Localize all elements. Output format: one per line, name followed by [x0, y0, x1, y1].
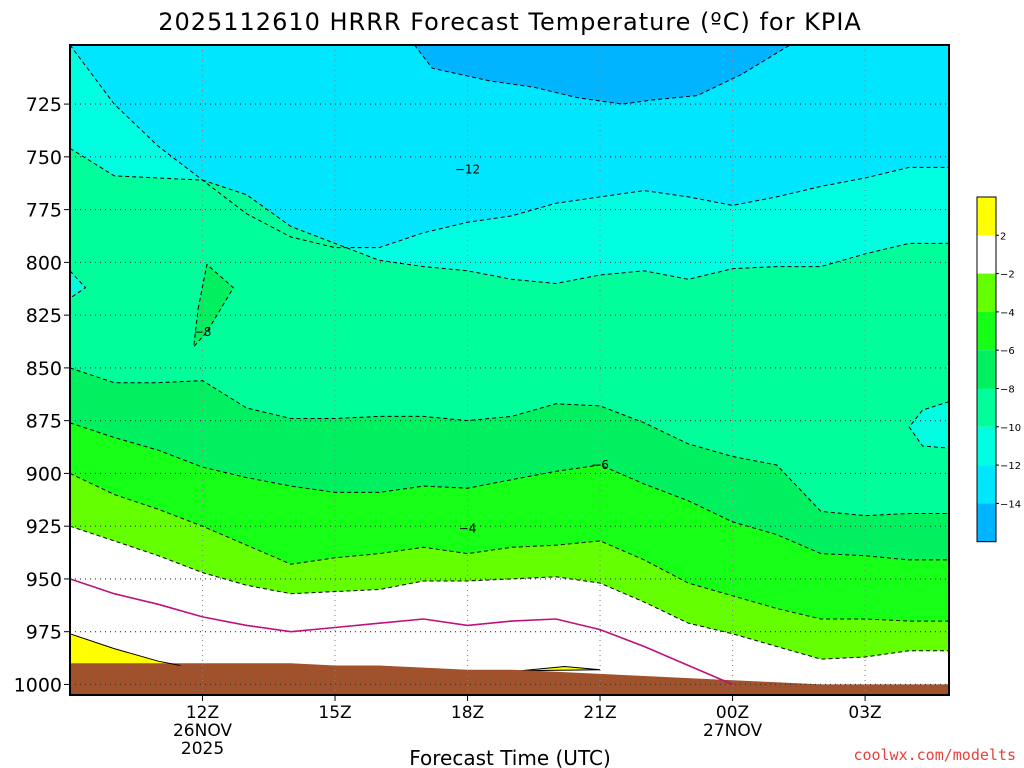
colorbar-label: −8 — [1000, 385, 1015, 396]
contour-label: −8 — [194, 325, 212, 339]
freezing-line — [69, 578, 733, 686]
x-tick-label: 03Z — [848, 703, 881, 723]
x-tick-label: 21Z — [583, 703, 616, 723]
pocket-minus12-to-minus10 — [70, 270, 86, 299]
colorbar-swatch — [977, 311, 996, 351]
temperature-fills — [70, 45, 949, 695]
colorbar-label: −4 — [1000, 308, 1015, 319]
y-tick-label: 950 — [26, 569, 62, 591]
ground — [70, 663, 949, 695]
contour-labels: −12 −8 −6 −4 — [194, 163, 609, 536]
colorbar-swatch — [977, 273, 996, 312]
colorbar-label: −10 — [1000, 423, 1021, 434]
colorbar-frame — [976, 196, 997, 543]
x-tick-date: 27NOV — [703, 721, 762, 741]
y-tick-label: 750 — [26, 147, 62, 169]
isotherm-minus6 — [69, 422, 949, 561]
y-tick-label: 1000 — [14, 674, 62, 696]
y-tick-label: 725 — [26, 94, 62, 116]
x-tick-label: 15Z — [318, 703, 351, 723]
x-axis-label: Forecast Time (UTC) — [409, 746, 611, 768]
colorbar-swatch — [977, 388, 996, 427]
isotherm-minus10-pocket — [69, 270, 87, 299]
y-tick-label: 850 — [26, 358, 62, 380]
y-tick-label: 975 — [26, 622, 62, 644]
isotherm-minus10 — [69, 147, 949, 285]
y-tick-label: 875 — [26, 411, 62, 433]
pocket-minus8-to-minus6 — [193, 264, 234, 347]
band-warmer-than-minus2 — [70, 526, 949, 695]
colorbar-label: 2 — [1000, 231, 1006, 242]
x-tick-label: 00Z — [716, 703, 749, 723]
y-tick-label: 825 — [26, 305, 62, 327]
y-tick-label: 800 — [26, 252, 62, 274]
x-tick-date: 2025 — [181, 739, 224, 759]
isotherm-minus2 — [69, 525, 949, 660]
colorbar-swatch — [977, 235, 996, 274]
colorbar-label: −14 — [1000, 499, 1021, 510]
colorbar-label: −12 — [1000, 461, 1021, 472]
colorbar: 2 −2 −4 −6 −8 −10 −12 −14 — [976, 196, 1021, 543]
grid-lines — [70, 45, 949, 695]
x-tick-label: 12Z — [186, 703, 219, 723]
isotherm-minus4 — [69, 472, 949, 622]
colorbar-swatch — [977, 350, 996, 389]
isotherm-minus14 — [414, 44, 791, 105]
plot-frame — [69, 44, 950, 696]
isotherm-minus12 — [69, 44, 949, 249]
chart-title: 2025112610 HRRR Forecast Temperature (ºC… — [158, 8, 862, 36]
contour-label: −4 — [459, 521, 477, 535]
colorbar-swatch — [977, 426, 996, 466]
contour-label: −6 — [591, 458, 609, 472]
band-colder-than-minus14 — [414, 45, 790, 105]
isotherm-minus8-pocket — [193, 263, 235, 349]
colorbar-label: −2 — [1000, 270, 1015, 281]
colorbar-label: −6 — [1000, 346, 1015, 357]
y-tick-label: 775 — [26, 200, 62, 222]
y-tick-label: 900 — [26, 463, 62, 485]
colorbar-swatch — [977, 465, 996, 504]
x-tick-date: 26NOV — [173, 721, 232, 741]
isotherm-plus2 — [69, 633, 181, 666]
x-tick-label: 18Z — [451, 703, 484, 723]
isotherm-minus8 — [69, 367, 949, 517]
y-tick-label: 925 — [26, 516, 62, 538]
pocket-above-2 — [520, 665, 601, 672]
isotherm-contours — [69, 44, 950, 686]
isotherm-minus10-pocket — [908, 401, 950, 449]
y-axis: 725 750 775 800 825 850 875 900 925 950 975 1000 — [14, 94, 70, 696]
pocket-minus12-to-minus10 — [909, 401, 949, 449]
colorbar-swatch — [977, 503, 996, 542]
colorbar-swatch — [977, 197, 996, 236]
contour-label: −12 — [455, 163, 480, 177]
watermark: coolwx.com/modelts — [853, 746, 1016, 764]
